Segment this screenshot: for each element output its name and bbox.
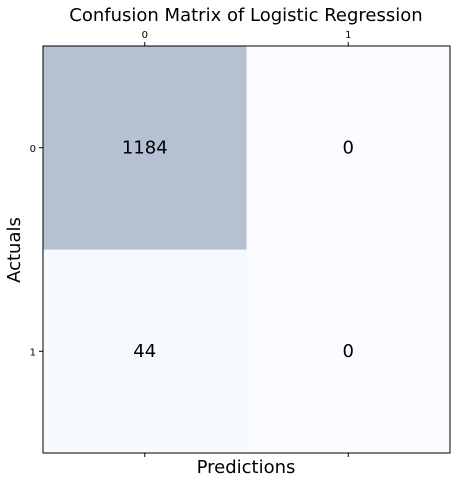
y-tick-label-1: 1	[30, 347, 36, 358]
cell-value-r1-c0: 44	[133, 341, 156, 362]
axis-ticks: 0 1 0 1	[30, 30, 351, 457]
cell-r0-c0	[43, 46, 247, 250]
cell-r1-c0	[43, 249, 247, 453]
x-tick-label-1: 1	[345, 30, 351, 41]
x-tick-label-0: 0	[142, 30, 148, 41]
cell-r0-c1	[246, 46, 450, 250]
heatmap-cells: 1184 0 44 0	[43, 46, 450, 453]
plot-frame	[42, 45, 451, 454]
cell-value-r1-c1: 0	[343, 341, 354, 362]
cell-r1-c1	[246, 249, 450, 453]
chart-title: Confusion Matrix of Logistic Regression	[69, 5, 422, 26]
y-axis-label: Actuals	[4, 217, 25, 283]
x-axis-label: Predictions	[197, 457, 296, 478]
cell-value-r0-c0: 1184	[122, 137, 168, 158]
y-tick-label-0: 0	[30, 144, 36, 155]
cell-value-r0-c1: 0	[343, 137, 354, 158]
